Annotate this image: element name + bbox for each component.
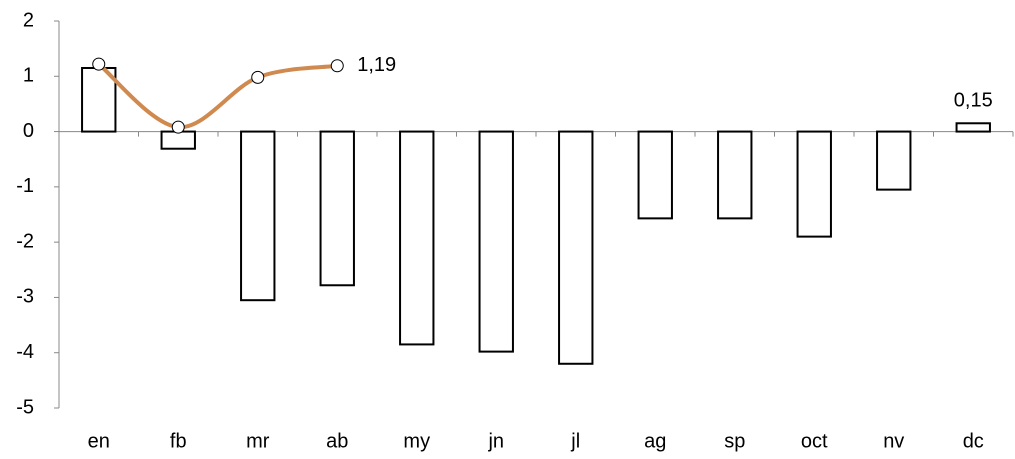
x-tick-label: ab — [326, 430, 348, 452]
x-tick-label: oct — [801, 430, 828, 452]
y-tick-label: 0 — [23, 120, 34, 142]
y-tick-label: -4 — [16, 341, 34, 363]
bar — [319, 130, 355, 287]
y-tick-label: -2 — [16, 230, 34, 252]
x-tick-label: sp — [724, 430, 745, 452]
bar — [399, 130, 435, 346]
bar — [478, 130, 514, 353]
data-label: 0,15 — [954, 90, 993, 112]
line-marker — [330, 59, 344, 73]
bar — [160, 130, 196, 150]
x-tick-label: nv — [883, 430, 904, 452]
x-tick-label: my — [403, 430, 430, 452]
x-tick-label: fb — [170, 430, 187, 452]
bar — [876, 130, 912, 191]
x-tick-label: mr — [246, 430, 270, 452]
x-tick-label: jl — [570, 430, 580, 452]
line-marker — [92, 57, 106, 71]
bar — [240, 130, 276, 302]
bar — [81, 66, 117, 133]
line — [96, 62, 340, 130]
bar — [717, 130, 753, 220]
bar — [796, 130, 832, 238]
y-tick-label: -5 — [16, 396, 34, 418]
bar — [637, 130, 673, 220]
x-tick-label: dc — [963, 430, 984, 452]
y-tick-label: 2 — [23, 9, 34, 31]
x-tick-label: en — [88, 430, 110, 452]
x-tick-label: ag — [644, 430, 666, 452]
bar — [955, 122, 991, 133]
line-marker — [251, 70, 265, 84]
bar — [558, 130, 594, 365]
data-label: 1,19 — [357, 54, 396, 76]
y-tick-label: -3 — [16, 286, 34, 308]
x-tick-label: jn — [487, 430, 504, 452]
line-marker — [171, 120, 185, 134]
y-tick-label: -1 — [16, 175, 34, 197]
y-tick-label: 1 — [23, 65, 34, 87]
